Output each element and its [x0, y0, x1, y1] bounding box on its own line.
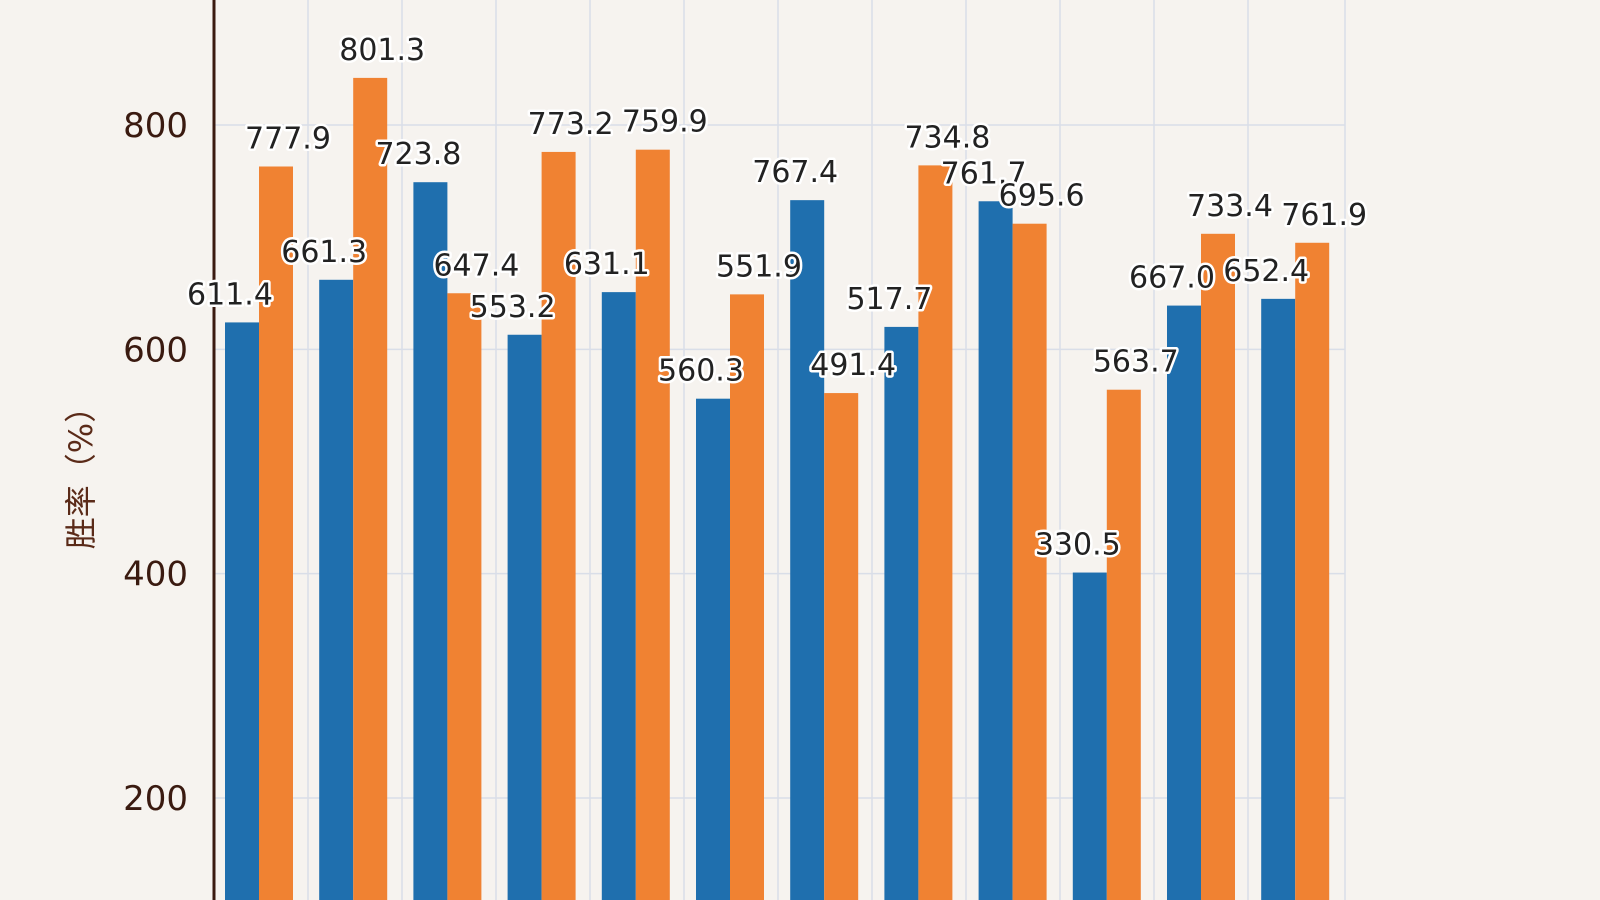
bar-series-1	[507, 334, 542, 900]
bar-series-1	[790, 200, 825, 900]
data-label: 652.4	[1223, 254, 1309, 289]
bar-series-2	[353, 77, 388, 900]
bar-series-2	[635, 149, 670, 900]
data-label: 647.4	[433, 248, 519, 283]
data-label: 517.7	[846, 282, 932, 317]
data-label: 761.9	[1281, 198, 1367, 233]
bar-series-2	[918, 165, 953, 900]
bar-series-2	[1012, 223, 1047, 900]
data-label: 661.3	[281, 235, 367, 270]
data-label: 733.4	[1187, 189, 1273, 224]
data-label: 773.2	[528, 107, 614, 142]
bar-series-1	[225, 322, 259, 900]
data-label: 330.5	[1035, 528, 1121, 563]
data-label: 560.3	[658, 354, 744, 389]
bar-series-2	[259, 166, 293, 900]
bar-series-1	[696, 398, 730, 900]
bar-series-1	[884, 326, 919, 900]
data-label: 695.6	[999, 179, 1085, 214]
bar-series-2	[824, 393, 859, 900]
data-label: 553.2	[470, 290, 556, 325]
bar-series-2	[541, 151, 576, 900]
data-label: 563.7	[1093, 345, 1179, 380]
bar-series-2	[1201, 233, 1235, 900]
data-label: 667.0	[1129, 261, 1215, 296]
data-label: 761.7	[941, 156, 1027, 191]
y-axis-title: 胜率（%）	[62, 391, 100, 549]
y-tick-label: 400	[123, 555, 188, 595]
label-layer: 611.4 777.9 661.3 801.3 723.8 647.4 553.2 773.2…	[185, 30, 1370, 565]
data-label: 734.8	[904, 120, 990, 155]
y-tick-label: 200	[123, 779, 188, 819]
data-label: 631.1	[564, 247, 650, 282]
data-label: 723.8	[375, 137, 461, 172]
axis-layer: 200 400 600 800	[123, 0, 216, 900]
bar-layer	[225, 77, 1330, 900]
bar-series-2	[730, 294, 764, 900]
data-label: 491.4	[810, 348, 896, 383]
data-label: 759.9	[622, 105, 708, 140]
bar-series-2	[1295, 242, 1330, 900]
data-label: 801.3	[339, 33, 425, 68]
data-label: 777.9	[245, 122, 331, 157]
y-tick-label: 800	[123, 106, 188, 146]
data-label: 767.4	[752, 155, 838, 190]
data-label: 611.4	[187, 277, 273, 312]
grid-layer	[213, 0, 1346, 900]
bar-series-1	[413, 182, 448, 900]
bar-series-1	[601, 292, 636, 900]
bar-series-1	[319, 279, 354, 900]
bar-series-1	[978, 201, 1013, 900]
y-tick-label: 600	[123, 330, 188, 370]
bar-series-2	[447, 293, 482, 900]
bar-series-1	[1072, 572, 1107, 900]
bar-series-1	[1167, 305, 1201, 900]
data-label: 551.9	[716, 249, 802, 284]
bar-series-2	[1106, 389, 1141, 900]
bar-series-1	[1261, 298, 1296, 900]
